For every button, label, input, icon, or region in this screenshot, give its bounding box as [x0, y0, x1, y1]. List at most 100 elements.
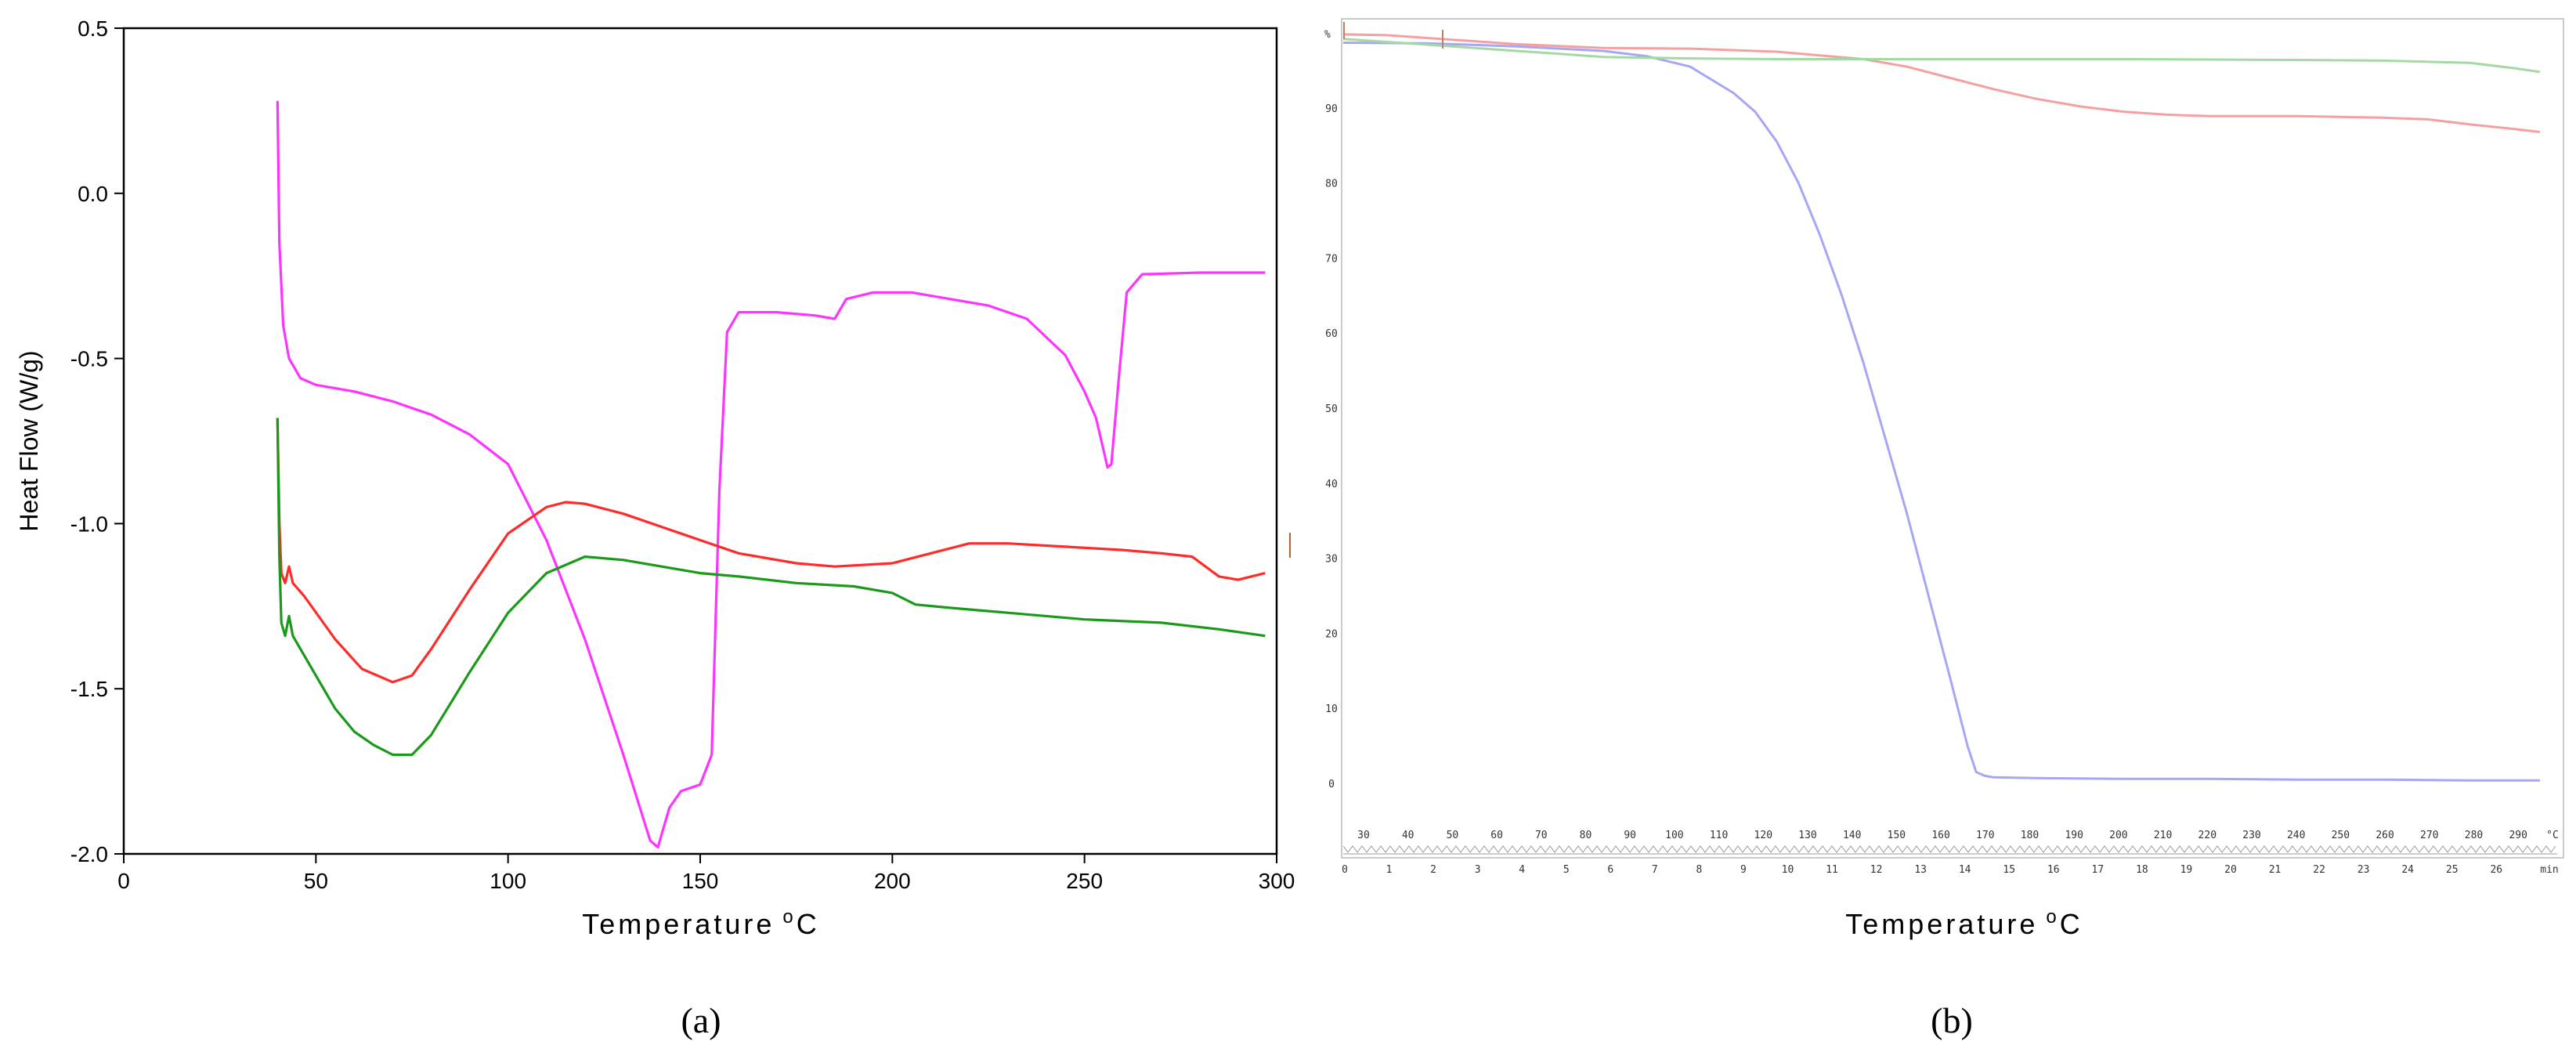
panel-b-temperature-tick-label: 110 [1710, 830, 1728, 841]
panel-a-plot-frame [122, 27, 1278, 855]
panel-b-y-tick-label: 60 [1325, 328, 1338, 340]
panel-b-temperature-tick-label: 120 [1754, 830, 1772, 841]
panel-a-series-red-line [276, 418, 1266, 684]
panel-b-minute-tick-label: 19 [2180, 864, 2193, 876]
panel-b-minute-tick-label: 12 [1870, 864, 1883, 876]
panel-b-temperature-tick-label: 70 [1535, 830, 1548, 841]
panel-b-series [1342, 22, 2541, 782]
panel-a-x-tick-label: 0 [117, 869, 130, 893]
panel-b-temperature-tick-label: 210 [2154, 830, 2172, 841]
panel-b-temperature-tick-label: 290 [2509, 830, 2527, 841]
panel-a-x-tick-label: 250 [1066, 869, 1103, 893]
panel-b-minute-tick-label: 3 [1475, 864, 1481, 876]
panel-a-x-tick-label: 50 [304, 869, 328, 893]
panel-b-minute-tick-label: 7 [1652, 864, 1658, 876]
panel-b-minute-tick-label: 9 [1740, 864, 1747, 876]
panel-a-x-tick-label: 200 [874, 869, 911, 893]
panel-b-temperature-tick-label: 280 [2465, 830, 2483, 841]
panel-b-temperature-tick-label: 150 [1888, 830, 1906, 841]
panel-b-temperature-tick-label: 130 [1798, 830, 1816, 841]
panel-b-label: (b) [1931, 1000, 1973, 1040]
panel-a-y-tick-label: -1.0 [70, 512, 108, 536]
panel-b-y-tick-label: 80 [1325, 179, 1338, 190]
panel-b-y-tick-label: 10 [1325, 703, 1338, 715]
panel-b-temperature-tick-label: 200 [2109, 830, 2127, 841]
panel-b-x-axis-label-sup: o [2046, 906, 2059, 928]
panel-b-temperature-tick-label: 80 [1580, 830, 1592, 841]
panel-b-temperature-tick-label: 60 [1490, 830, 1503, 841]
panel-b-temperature-tick-label: 140 [1843, 830, 1861, 841]
panel-b-temperature-tick-label: 220 [2198, 830, 2217, 841]
panel-a-label: (a) [681, 1000, 721, 1040]
panel-a-x-axis-label: Temperature oC [582, 906, 819, 940]
panel-b-minute-tick-label: 20 [2224, 864, 2237, 876]
panel-b-time-ruler [1342, 845, 2557, 855]
panel-b-temperature-tick-label: 100 [1665, 830, 1683, 841]
panel-b-temperature-tick-label: 260 [2375, 830, 2394, 841]
panel-b-series-blue-line [1342, 42, 2540, 782]
panel-b-y-unit: % [1324, 29, 1331, 41]
panel-b-minute-tick-label: 2 [1430, 864, 1436, 876]
panel-b-temperature-tick-label: 170 [1976, 830, 1994, 841]
panel-a-y-ticks: 0.5 0.0 -0.5 -1.0 -1.5 -2.0 [70, 16, 124, 866]
panel-a-y-tick-label: 0.0 [78, 182, 108, 206]
panel-b-x-axis-label: Temperature oC [1845, 906, 2083, 940]
panel-b-y-ticks: 90 80 70 60 50 40 30 20 10 0 [1325, 103, 1338, 790]
panel-b-minute-tick-label: 14 [1959, 864, 1971, 876]
panel-a-x-tick-label: 100 [490, 869, 526, 893]
panel-a-x-axis-label-main: Temperature [582, 908, 775, 940]
panel-a-y-tick-label: -2.0 [70, 842, 108, 866]
panel-b-y-tick-label: 30 [1325, 554, 1338, 566]
panel-b-y-tick-label: 90 [1325, 103, 1338, 115]
panel-b-minute-tick-label: 4 [1519, 864, 1525, 876]
panel-b-minute-tick-label: 11 [1826, 864, 1838, 876]
panel-a-y-tick-label: -1.5 [70, 677, 108, 701]
panel-a-y-tick-label: -0.5 [70, 347, 108, 371]
panel-b-x-axis-label-unit: C [2060, 908, 2083, 940]
panel-b-minute-tick-label: 13 [1914, 864, 1927, 876]
panel-b-minute-tick-label: 1 [1386, 864, 1393, 876]
panel-a-y-axis-label: Heat Flow (W/g) [15, 350, 43, 531]
panel-b-temperature-tick-label: 230 [2242, 830, 2260, 841]
panel-b-minute-tick-label: 23 [2357, 864, 2370, 876]
panel-b-minute-tick-label: 0 [1342, 864, 1348, 876]
panel-b-minute-unit: min [2540, 864, 2558, 876]
panel-b-minute-tick-label: 21 [2269, 864, 2282, 876]
panel-b-plot-frame [1341, 18, 2564, 859]
panel-b-minute-tick-label: 24 [2401, 864, 2414, 876]
panel-a-x-ticks: 0 50 100 150 200 250 300 [117, 854, 1295, 893]
panel-b-temperature-tick-label: 250 [2332, 830, 2350, 841]
panel-b-minute-tick-label: 10 [1782, 864, 1794, 876]
panel-b-minute-tick-label: 8 [1696, 864, 1702, 876]
panel-a-x-tick-label: 300 [1259, 869, 1295, 893]
panel-b-y-tick-label: 20 [1325, 628, 1338, 640]
panel-a-x-axis-label-sup: o [782, 906, 796, 928]
panel-b-x-axis-label-main: Temperature [1845, 908, 2038, 940]
panel-b-temperature-tick-label: 240 [2287, 830, 2305, 841]
panel-b-temperature-tick-label: 270 [2420, 830, 2438, 841]
panel-a-series-green-line [276, 418, 1266, 757]
panel-b-series-green-line [1342, 38, 2541, 74]
panel-b-y-tick-label: 40 [1325, 479, 1338, 490]
panel-b-minute-tick-label: 6 [1607, 864, 1613, 876]
panel-b-minute-tick-label: 25 [2446, 864, 2459, 876]
panel-a-x-axis-label-unit: C [797, 908, 820, 940]
panel-a-chart: 0 50 100 150 200 250 300 0.5 0.0 -0.5 -1.0 -1.5 -2.… [15, 16, 1295, 1040]
panel-b-temperature-tick-label: 30 [1357, 830, 1370, 841]
panel-b-minute-tick-label: 5 [1563, 864, 1570, 876]
panel-b-temperature-tick-label: 160 [1931, 830, 1949, 841]
panel-b-minute-tick-label: 15 [2003, 864, 2015, 876]
panel-b-minute-tick-label: 22 [2313, 864, 2325, 876]
panel-b-temperature-tick-label: 180 [2021, 830, 2039, 841]
panel-b-ruler-zigzag [1342, 845, 2556, 853]
panel-b-temperature-tick-label: 50 [1447, 830, 1459, 841]
panel-b-minute-tick-label: 17 [2092, 864, 2105, 876]
panel-b-temperature-tick-label: 90 [1624, 830, 1636, 841]
panel-b-minute-tick-label: 26 [2490, 864, 2502, 876]
panel-b-y-tick-label: 70 [1325, 253, 1338, 265]
panel-a-series-magenta-line [276, 100, 1266, 849]
panel-b-temperature-unit: °C [2546, 830, 2559, 841]
panel-b-minute-ticks: 0 1 2 3 4 5 6 7 8 9 10 11 12 13 14 15 16 17 18 19 20 21 22 23 24… [1342, 864, 2559, 876]
